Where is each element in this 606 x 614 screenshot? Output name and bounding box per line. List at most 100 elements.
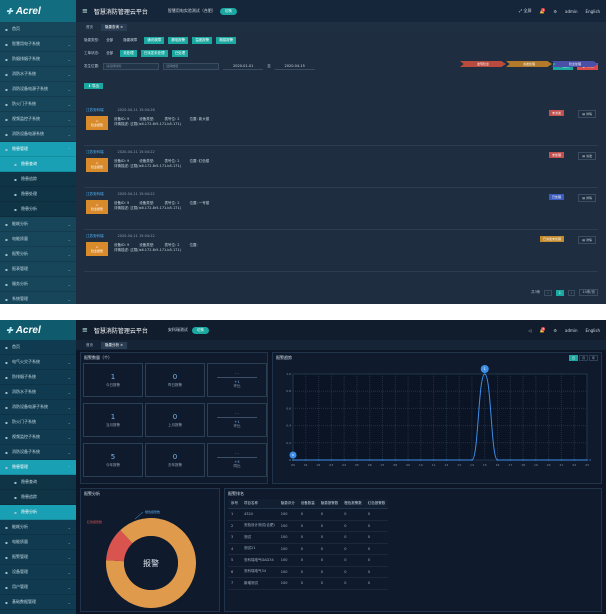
divider: [217, 457, 257, 458]
settings-icon[interactable]: ⚙: [553, 327, 557, 333]
date-to-input[interactable]: 2020-04-15: [274, 63, 315, 70]
page-size-select[interactable]: 10条/页: [579, 289, 598, 296]
tab-hazard-analysis[interactable]: 隐患分析 ×: [101, 341, 128, 349]
detail-button[interactable]: ▤ 派发: [578, 152, 596, 160]
logo[interactable]: ✚ Acrel: [0, 0, 76, 22]
menu-toggle-icon[interactable]: ≡: [82, 326, 88, 334]
next-page-button[interactable]: ›: [567, 289, 576, 296]
export-button[interactable]: ⬇ 导出: [84, 83, 104, 89]
sidebar-item[interactable]: ▪ 隐患查询: [0, 475, 76, 490]
type-chip[interactable]: 烟感报警: [216, 37, 237, 44]
notification-button[interactable]: 🔔1: [540, 7, 546, 14]
table-row[interactable]: 4 测试21 100 0 0 0 0: [228, 543, 389, 555]
sidebar-item[interactable]: ▪ 隐患处理: [0, 187, 76, 202]
sidebar-item-label: 隐患查询: [21, 479, 37, 484]
type-chip[interactable]: 温度报警: [192, 37, 213, 44]
sidebar-item[interactable]: ▪ 防火门子系统 ⌄: [0, 415, 76, 430]
type-chip[interactable]: 全部: [106, 38, 114, 42]
sidebar-item[interactable]: ▪ 用户管理 ⌄: [0, 580, 76, 595]
range-day-button[interactable]: 日: [568, 355, 578, 361]
sidebar-item[interactable]: ▪ 能耗分析 ⌄: [0, 217, 76, 232]
sidebar-item[interactable]: ▪ 消防设备电源子系统 ⌄: [0, 400, 76, 415]
trend-chart: 00 01 02 03 04 05 06 07 08 09 10 11 12 13 14 15 16 17 18 19…: [286, 365, 591, 467]
table-row[interactable]: 5 安科瑞电气DAD34 100 0 0 0 0: [228, 554, 389, 567]
sidebar-item[interactable]: ▪ 首页: [0, 22, 76, 37]
sidebar-item[interactable]: ▪ 电能质量 ⌄: [0, 535, 76, 550]
detail-button[interactable]: ▤ 详情: [578, 194, 596, 202]
type-chip[interactable]: 隐患故障: [123, 38, 138, 42]
sidebar-item[interactable]: ▪ 电气火灾子系统 ⌄: [0, 355, 76, 370]
type-chip[interactable]: 漏电报警: [168, 37, 189, 44]
page-number[interactable]: 1: [555, 289, 564, 296]
company-link[interactable]: 江苏安科瑞: [86, 192, 104, 196]
user-name[interactable]: admin: [565, 327, 578, 333]
volume-icon[interactable]: ◁: [528, 327, 532, 333]
menu-toggle-icon[interactable]: ≡: [82, 7, 88, 15]
switch-project-button[interactable]: 切换: [191, 326, 209, 334]
sidebar-item[interactable]: ▪ 隐患查询: [0, 157, 76, 172]
company-link[interactable]: 江苏安科瑞: [86, 108, 104, 112]
prev-page-button[interactable]: ‹: [544, 289, 552, 296]
detail-button[interactable]: ▤ 详情: [578, 110, 596, 118]
sidebar-item[interactable]: ▪ 视频监控子系统 ⌄: [0, 112, 76, 127]
sidebar-item[interactable]: ▪ 消防水子系统 ⌄: [0, 385, 76, 400]
sidebar-item[interactable]: ▪ 报警分析 ⌄: [0, 247, 76, 262]
sidebar-item[interactable]: ▪ 隐患追踪: [0, 172, 76, 187]
sidebar-item[interactable]: ▪ 防火门子系统 ⌄: [0, 97, 76, 112]
chevron-down-icon: ⌄: [67, 569, 71, 575]
range-month-button[interactable]: 月: [578, 355, 588, 361]
floor-select[interactable]: 选择楼层: [163, 63, 220, 70]
status-chip[interactable]: 未处理: [120, 50, 137, 57]
sidebar-item[interactable]: ▪ 消防设备电源系统 ⌄: [0, 127, 76, 142]
sidebar-item[interactable]: ▪ 视频监控子系统 ⌄: [0, 430, 76, 445]
sidebar-item[interactable]: ▪ 防排烟子系统 ⌄: [0, 370, 76, 385]
table-row[interactable]: 7 新增测试 100 0 0 0 0: [228, 577, 389, 590]
sidebar-item[interactable]: ▪ 报表管理 ⌄: [0, 262, 76, 277]
table-row[interactable]: 1 4324 100 0 0 0 0: [228, 508, 389, 521]
logo[interactable]: ✚ Acrel: [0, 320, 76, 340]
sidebar-item[interactable]: ▪ 首页: [0, 340, 76, 355]
table-row[interactable]: 3 测试 100 0 0 0 0: [228, 531, 389, 544]
sidebar-item[interactable]: ▪ 基础数据管理 ⌄: [0, 595, 76, 610]
language-switch[interactable]: English: [585, 327, 600, 333]
date-from-input[interactable]: 2020-01-01: [223, 63, 264, 70]
notification-button[interactable]: 🔔8: [540, 326, 546, 333]
language-switch[interactable]: English: [585, 8, 600, 14]
table-row[interactable]: 2 安检设计测试(合肥) 100 0 0 0 0: [228, 520, 389, 532]
stat-label: 上月报警: [168, 422, 182, 427]
sidebar-item[interactable]: ▪ 能耗分析 ⌄: [0, 520, 76, 535]
sidebar-item[interactable]: ▪ 隐患分析: [0, 505, 76, 520]
switch-project-button[interactable]: 切换: [219, 7, 237, 15]
detail-button[interactable]: ▤ 详情: [578, 236, 596, 244]
sidebar-item[interactable]: ▪ 消防设备子系统 ⌄: [0, 445, 76, 460]
sidebar-item[interactable]: ▪ 隐患管理 ⌃: [0, 142, 76, 157]
sidebar-item[interactable]: ▪ 隐患追踪: [0, 490, 76, 505]
sidebar-item[interactable]: ▪ 智慧用电子系统 ⌄: [0, 37, 76, 52]
status-chip[interactable]: 已处理: [171, 50, 189, 57]
sidebar-item[interactable]: ▪ 报警管理 ⌄: [0, 550, 76, 565]
type-chip[interactable]: 通讯故障: [144, 37, 165, 44]
filter-status-row: 工单状态: 全部 未处理 已派发未处理 已处理: [84, 49, 598, 58]
status-chip[interactable]: 全部: [106, 51, 114, 55]
table-row[interactable]: 6 安科瑞电气34 100 0 0 0 0: [228, 566, 389, 578]
sidebar-item[interactable]: ▪ 设备管理 ⌄: [0, 565, 76, 580]
settings-icon[interactable]: ⚙: [553, 8, 557, 14]
fullscreen-button[interactable]: ⤢ 全屏: [519, 8, 532, 13]
user-name[interactable]: admin: [565, 8, 578, 14]
sidebar-item[interactable]: ▪ 服务分析 ⌄: [0, 277, 76, 292]
building-select[interactable]: 请选择建筑: [103, 63, 160, 70]
range-year-button[interactable]: 年: [588, 355, 598, 361]
sidebar-item[interactable]: ▪ 隐患管理 ⌃: [0, 460, 76, 475]
sidebar-item[interactable]: ▪ 防烟排烟子系统 ⌄: [0, 52, 76, 67]
sidebar-item[interactable]: ▪ 系统管理 ⌄: [0, 292, 76, 304]
company-link[interactable]: 江苏安科瑞: [86, 150, 104, 154]
sidebar-item[interactable]: ▪ 电能质量 ⌄: [0, 232, 76, 247]
company-link[interactable]: 江苏安科瑞: [86, 234, 104, 238]
sidebar-item[interactable]: ▪ 隐患分析: [0, 202, 76, 217]
sidebar-item[interactable]: ▪ 消防设备电源子系统 ⌄: [0, 82, 76, 97]
sidebar-item[interactable]: ▪ 消防水子系统 ⌄: [0, 67, 76, 82]
status-chip[interactable]: 已派发未处理: [140, 50, 168, 57]
tab-home[interactable]: 首页: [86, 24, 93, 29]
tab-home[interactable]: 首页: [86, 342, 93, 347]
tab-hazard-query[interactable]: 隐患查询 ×: [101, 23, 128, 31]
